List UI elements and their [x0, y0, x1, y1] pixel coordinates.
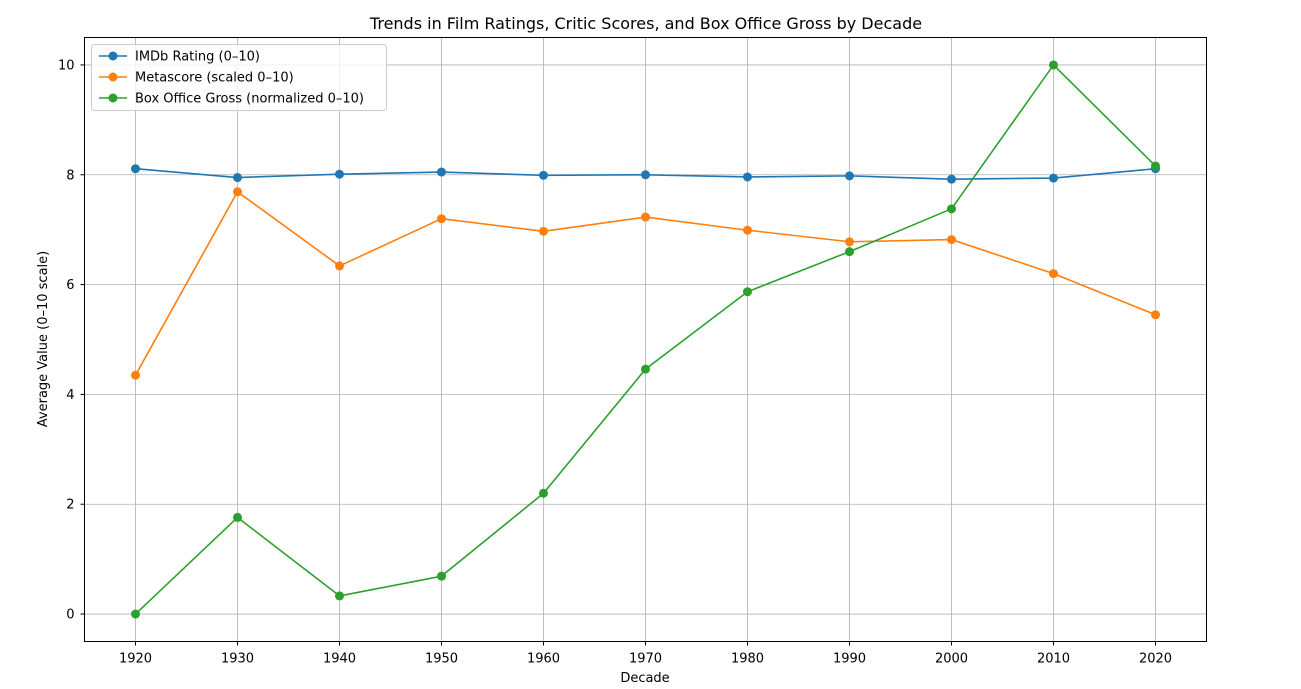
data-point: [131, 370, 140, 380]
data-point: [1049, 269, 1058, 279]
x-tick-label: 1930: [221, 652, 254, 667]
x-tick-label: 2020: [1139, 652, 1172, 667]
data-point: [233, 187, 242, 197]
x-tick-label: 1990: [833, 652, 866, 667]
data-point: [1151, 161, 1160, 171]
legend-label: IMDb Rating (0–10): [135, 50, 260, 65]
x-axis-ticks: 1920 1930 1940 1950 1960 1970 1980 1990 2000 2010…: [119, 641, 1172, 667]
x-tick-label: 1980: [731, 652, 764, 667]
legend: IMDb Rating (0–10) Metascore (scaled 0–10…: [91, 44, 387, 111]
series-lines: [131, 60, 1160, 619]
data-point: [437, 214, 446, 224]
legend-item: Metascore (scaled 0–10): [99, 71, 294, 86]
y-tick-label: 6: [66, 278, 74, 293]
y-tick-label: 0: [66, 608, 74, 623]
y-axis-ticks: 0 2 4 6 8 10: [58, 58, 85, 623]
data-point: [437, 167, 446, 177]
data-point: [539, 488, 548, 498]
data-point: [641, 364, 650, 374]
data-point: [845, 171, 854, 181]
data-point: [743, 225, 752, 235]
data-point: [539, 170, 548, 180]
legend-box: [91, 44, 387, 111]
data-point: [539, 226, 548, 236]
x-tick-label: 2010: [1037, 652, 1070, 667]
x-tick-label: 2000: [935, 652, 968, 667]
data-point: [335, 591, 344, 601]
data-point: [743, 172, 752, 182]
legend-marker: [108, 72, 118, 82]
y-tick-label: 4: [66, 388, 74, 403]
x-axis-label: Decade: [620, 671, 669, 686]
data-point: [1049, 173, 1058, 183]
data-point: [641, 170, 650, 180]
data-point: [743, 287, 752, 297]
x-tick-label: 1950: [425, 652, 458, 667]
chart-title: Trends in Film Ratings, Critic Scores, a…: [369, 14, 922, 33]
series-1: [131, 164, 1160, 184]
legend-label: Metascore (scaled 0–10): [135, 71, 294, 86]
x-tick-label: 1940: [323, 652, 356, 667]
y-axis-label: Average Value (0–10 scale): [36, 251, 51, 427]
x-tick-label: 1920: [119, 652, 152, 667]
y-tick-label: 2: [66, 498, 74, 513]
legend-marker: [108, 51, 118, 61]
legend-item: Box Office Gross (normalized 0–10): [99, 92, 364, 107]
y-tick-label: 10: [58, 58, 75, 73]
data-point: [437, 571, 446, 581]
y-tick-label: 8: [66, 168, 74, 183]
data-point: [641, 212, 650, 222]
series-3: [131, 60, 1160, 619]
data-point: [131, 609, 140, 619]
data-point: [1049, 60, 1058, 70]
data-point: [233, 512, 242, 522]
data-point: [947, 235, 956, 245]
x-tick-label: 1960: [527, 652, 560, 667]
grid: [84, 37, 1207, 642]
data-point: [335, 169, 344, 179]
series-2: [131, 187, 1160, 380]
legend-label: Box Office Gross (normalized 0–10): [135, 92, 364, 107]
data-point: [233, 173, 242, 183]
legend-item: IMDb Rating (0–10): [99, 50, 260, 65]
data-point: [947, 204, 956, 214]
data-point: [335, 261, 344, 271]
data-point: [845, 247, 854, 257]
data-point: [947, 174, 956, 184]
data-point: [131, 164, 140, 174]
x-tick-label: 1970: [629, 652, 662, 667]
legend-marker: [108, 93, 118, 103]
data-point: [1151, 310, 1160, 320]
data-point: [845, 237, 854, 247]
